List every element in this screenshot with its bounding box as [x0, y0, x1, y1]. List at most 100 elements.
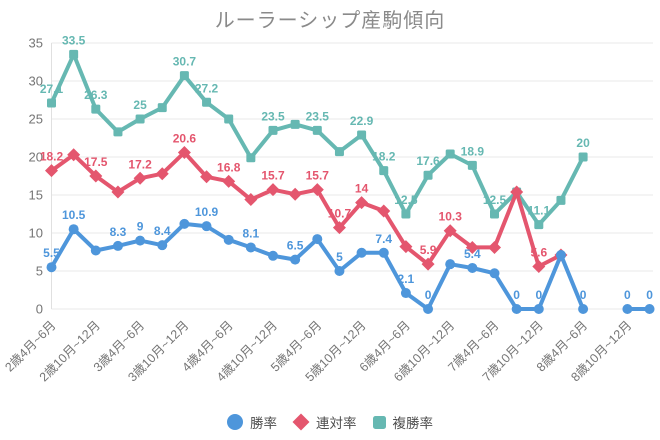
win-rate-marker	[290, 254, 301, 265]
top3-rate-marker	[290, 119, 300, 129]
top2-rate-point-label: 10.3	[439, 210, 463, 224]
top3-rate-marker	[334, 147, 344, 157]
top2-rate-marker	[266, 183, 280, 197]
x-axis-labels: 2歳4月~6月2歳10月~12月3歳4月~6月3歳10月~12月4歳4月~6月4…	[2, 318, 634, 384]
win-rate-point-label: 0	[535, 288, 542, 302]
win-rate-point-labels: 5.5 10.5 8.3 9 8.4 10.9 8.1 6.5 5 7.4 2.1 0 5.4 0 0 0 0 0	[43, 205, 653, 302]
win-rate-point-label: 9	[137, 220, 144, 234]
win-rate-circle-icon	[227, 414, 243, 430]
series-win-rate	[46, 218, 655, 314]
win-rate-point-label: 8.3	[110, 225, 127, 239]
win-rate-point-label: 5.4	[464, 247, 481, 261]
win-rate-marker	[201, 221, 212, 232]
win-rate-marker	[578, 304, 589, 314]
top3-rate-marker	[534, 220, 544, 230]
top2-rate-marker	[355, 196, 369, 210]
win-rate-point-label: 2.1	[398, 272, 415, 286]
top3-rate-marker	[69, 49, 79, 59]
top2-rate-marker	[421, 257, 435, 271]
win-rate-marker	[445, 259, 456, 270]
top3-rate-marker	[135, 114, 145, 124]
top2-rate-point-label: 20.6	[173, 131, 197, 145]
top3-rate-marker	[246, 153, 256, 163]
y-gridlines	[51, 42, 653, 310]
win-rate-marker	[312, 234, 323, 245]
top2-rate-marker	[200, 170, 214, 184]
win-rate-marker	[644, 304, 655, 314]
y-tick-label: 10	[29, 226, 43, 241]
top3-rate-point-label: 18.9	[461, 144, 485, 158]
top3-rate-point-label: 25	[133, 98, 147, 112]
legend-item-top3-rate[interactable]: 複勝率	[372, 412, 434, 432]
top3-rate-marker	[578, 152, 588, 162]
win-rate-point-label: 0	[425, 288, 432, 302]
legend-item-win-rate[interactable]: 勝率	[227, 412, 277, 432]
top3-rate-point-label: 27.1	[40, 82, 64, 96]
win-rate-point-label: 7.4	[375, 232, 392, 246]
win-rate-point-label: 8.4	[154, 224, 171, 238]
top3-rate-marker	[312, 125, 322, 135]
top2-rate-point-label: 15.7	[261, 169, 285, 183]
win-rate-marker	[555, 250, 566, 261]
top3-rate-square-icon	[372, 415, 386, 429]
win-rate-marker	[511, 304, 522, 314]
top3-rate-point-label: 11.1	[527, 204, 550, 218]
win-rate-marker	[533, 304, 544, 314]
top2-rate-marker	[155, 167, 169, 181]
top3-rate-marker	[268, 125, 278, 135]
legend-item-top2-rate[interactable]: 連対率	[292, 412, 357, 432]
win-rate-marker	[157, 240, 168, 251]
top3-rate-marker	[47, 98, 56, 108]
win-rate-marker	[179, 218, 190, 229]
top3-rate-marker	[467, 160, 477, 170]
top2-rate-point-label: 5.9	[420, 243, 437, 257]
top3-rate-marker	[157, 103, 167, 113]
top3-rate-marker	[91, 104, 101, 114]
top3-rate-marker	[202, 97, 212, 107]
win-rate-marker	[90, 245, 101, 256]
win-rate-point-label: 8.1	[243, 226, 260, 240]
y-tick-label: 35	[29, 36, 43, 51]
top2-rate-marker	[310, 183, 324, 197]
win-rate-point-label: 0	[580, 288, 587, 302]
legend-label: 複勝率	[392, 416, 434, 431]
series-top3-rate	[47, 49, 588, 230]
top3-rate-point-label: 33.5	[62, 33, 86, 47]
top2-rate-point-label: 17.5	[84, 155, 108, 169]
top3-rate-point-labels: 27.1 33.5 26.3 25 30.7 27.2 23.5 23.5 22.9 18.2 12…	[40, 33, 590, 217]
top3-rate-point-label: 20	[576, 136, 590, 150]
top3-rate-point-label: 12.5	[394, 193, 418, 207]
win-rate-marker	[245, 242, 256, 253]
y-tick-label: 0	[36, 302, 43, 317]
top2-rate-point-label: 18.2	[40, 150, 64, 164]
win-rate-point-label: 6.5	[287, 239, 304, 253]
top2-rate-marker	[222, 174, 236, 188]
win-rate-marker	[356, 247, 367, 258]
top3-rate-marker	[357, 130, 367, 140]
win-rate-point-label: 0	[646, 288, 653, 302]
top3-rate-point-label: 27.2	[195, 81, 219, 95]
win-rate-marker	[68, 224, 79, 235]
top2-rate-point-label: 15.7	[306, 169, 330, 183]
win-rate-marker	[489, 268, 500, 279]
top2-rate-point-label: 17.2	[128, 157, 152, 171]
series-top2-rate	[45, 145, 568, 273]
win-rate-marker	[135, 235, 146, 246]
top2-rate-point-label: 10.7	[328, 207, 352, 221]
top3-rate-marker	[379, 166, 389, 176]
top2-rate-marker	[133, 171, 147, 185]
top3-rate-point-label: 12.5	[483, 193, 507, 207]
top2-rate-point-label: 14	[355, 182, 369, 196]
y-axis-labels: 0 5 10 15 20 25 30 35	[29, 36, 43, 317]
top2-rate-marker	[111, 185, 125, 199]
top3-rate-marker	[401, 209, 411, 219]
win-rate-marker	[112, 240, 123, 251]
top3-rate-marker	[445, 149, 455, 159]
y-tick-label: 20	[29, 150, 43, 165]
top3-rate-point-label: 17.6	[416, 154, 440, 168]
top3-rate-point-label: 23.5	[306, 109, 330, 123]
win-rate-marker	[400, 288, 411, 299]
top2-rate-marker	[488, 240, 501, 254]
top2-rate-marker	[332, 221, 346, 235]
top3-rate-point-label: 18.2	[372, 150, 396, 164]
